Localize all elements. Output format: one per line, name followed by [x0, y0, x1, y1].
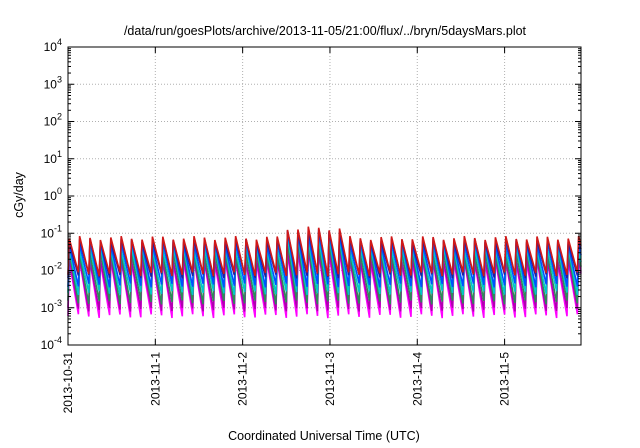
y-tick-label: 103 [44, 74, 62, 91]
x-axis-label: Coordinated Universal Time (UTC) [228, 429, 420, 443]
x-tick-label: 2013-11-2 [236, 352, 250, 406]
y-tick-label: 10-1 [41, 223, 62, 240]
x-tick-label: 2013-11-1 [148, 352, 162, 406]
x-tick-label: 2013-11-3 [323, 352, 337, 406]
y-tick-label: 101 [44, 149, 62, 166]
series-layer [67, 226, 582, 319]
x-tick-label: 2013-11-5 [498, 352, 512, 406]
y-axis-ticks: 10-4 10-3 10-2 10-1 100 101 102 103 104 [41, 37, 581, 352]
series-line [67, 226, 582, 277]
x-tick-label: 2013-11-4 [410, 352, 424, 406]
y-axis-label: cGy/day [12, 171, 26, 218]
y-tick-label: 10-4 [41, 335, 62, 352]
y-tick-label: 10-3 [41, 298, 62, 315]
y-tick-label: 10-2 [41, 261, 62, 278]
y-tick-label: 104 [44, 37, 62, 54]
y-tick-label: 102 [44, 112, 62, 129]
x-tick-label: 2013-10-31 [61, 352, 75, 414]
x-axis-ticks: 2013-10-31 2013-11-1 2013-11-2 2013-11-3 201… [61, 47, 512, 413]
y-tick-label: 100 [44, 186, 62, 203]
chart-title: /data/run/goesPlots/archive/2013-11-05/2… [124, 24, 527, 38]
